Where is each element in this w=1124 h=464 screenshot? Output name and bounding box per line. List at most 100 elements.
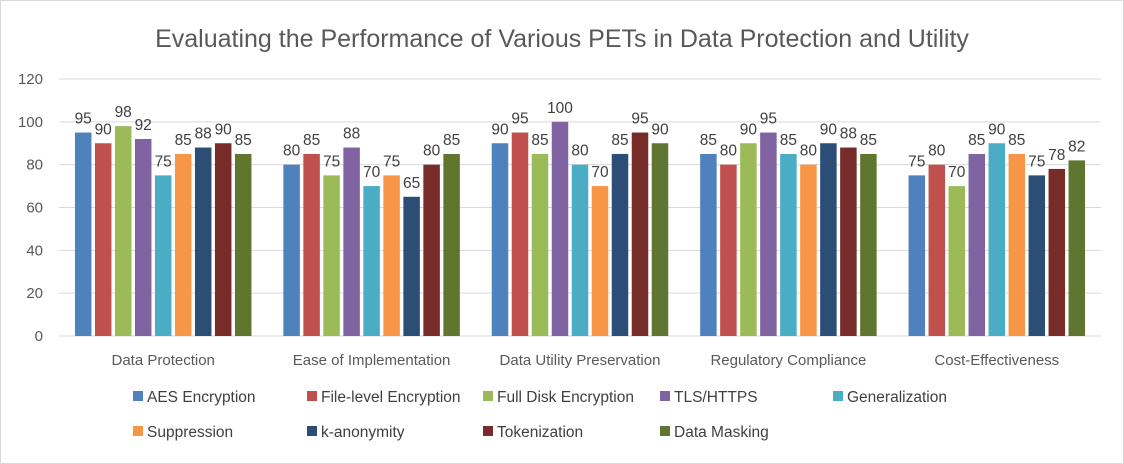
bar <box>948 186 966 336</box>
data-label: 85 <box>1008 132 1025 149</box>
chart-title: Evaluating the Performance of Various PE… <box>155 25 969 53</box>
bar <box>363 186 380 336</box>
data-label: 98 <box>115 104 132 121</box>
legend-swatch <box>660 426 670 436</box>
data-label: 85 <box>700 132 717 149</box>
bar <box>968 153 986 336</box>
data-label: 80 <box>423 143 441 160</box>
bar <box>860 153 877 336</box>
legend-label: Full Disk Encryption <box>497 389 634 406</box>
category-label: Regulatory Compliance <box>710 352 866 369</box>
data-label: 75 <box>155 153 172 170</box>
legend-label: File-level Encryption <box>321 389 461 406</box>
bar <box>94 143 112 336</box>
bar <box>303 153 320 336</box>
bar <box>720 164 737 336</box>
legend-label: k-anonymity <box>321 424 405 441</box>
data-label: 70 <box>948 164 966 181</box>
data-label: 70 <box>591 164 609 181</box>
legend-swatch <box>307 426 317 436</box>
bar <box>214 143 232 336</box>
data-label: 82 <box>1068 138 1085 155</box>
bar <box>611 153 629 336</box>
bar <box>571 164 589 336</box>
legend-label: Tokenization <box>497 424 583 441</box>
bar <box>154 175 172 336</box>
data-label: 85 <box>175 132 192 149</box>
bar <box>820 143 837 336</box>
data-label: 90 <box>988 121 1006 138</box>
bar <box>800 164 817 336</box>
bar <box>1008 153 1026 336</box>
bar <box>511 132 529 336</box>
data-label: 85 <box>235 132 252 149</box>
legend-label: Data Masking <box>674 424 769 441</box>
y-tick-label: 40 <box>26 242 43 259</box>
bar <box>591 186 609 336</box>
data-label: 75 <box>908 153 925 170</box>
legend-swatch <box>133 426 143 436</box>
data-label: 85 <box>303 132 320 149</box>
legend-swatch <box>307 391 317 401</box>
data-label: 75 <box>323 153 340 170</box>
category-label: Data Utility Preservation <box>500 352 661 369</box>
data-label: 80 <box>928 143 946 160</box>
y-tick-label: 0 <box>35 328 43 345</box>
legend-swatch <box>133 391 143 401</box>
bars <box>74 121 1086 336</box>
x-axis-category-labels: Data Protection Ease of Implementation Dat… <box>112 352 1060 369</box>
legend-swatch <box>660 391 670 401</box>
data-label: 80 <box>720 143 738 160</box>
legend-label: TLS/HTTPS <box>674 389 758 406</box>
category-label: Cost-Effectiveness <box>934 352 1059 369</box>
bar <box>491 143 509 336</box>
data-label: 90 <box>95 121 113 138</box>
data-label: 90 <box>215 121 233 138</box>
data-label: 75 <box>383 153 400 170</box>
bar <box>134 138 152 336</box>
data-label: 95 <box>760 111 777 128</box>
data-label: 90 <box>820 121 838 138</box>
data-label: 90 <box>491 121 509 138</box>
y-tick-label: 120 <box>18 71 43 88</box>
bar <box>740 143 757 336</box>
category-label: Ease of Implementation <box>293 352 451 369</box>
bar <box>174 153 192 336</box>
bar <box>383 175 400 336</box>
data-label: 65 <box>403 175 420 192</box>
data-label: 95 <box>75 111 92 128</box>
data-label: 100 <box>547 100 573 117</box>
bar <box>234 153 252 336</box>
data-label: 85 <box>860 132 877 149</box>
bar <box>1028 175 1046 336</box>
bar <box>531 153 549 336</box>
y-tick-label: 100 <box>18 114 43 131</box>
data-label: 85 <box>968 132 985 149</box>
data-label: 75 <box>1028 153 1045 170</box>
bar <box>323 175 340 336</box>
legend-swatch <box>483 391 493 401</box>
bar <box>551 121 569 336</box>
bar <box>423 164 440 336</box>
data-label: 88 <box>343 126 360 143</box>
bar <box>443 153 460 336</box>
category-label: Data Protection <box>112 352 215 369</box>
bar <box>988 143 1006 336</box>
bar <box>631 132 649 336</box>
legend-swatch <box>833 391 843 401</box>
data-label: 95 <box>631 111 648 128</box>
y-tick-label: 80 <box>26 157 43 174</box>
bar <box>403 196 420 336</box>
legend-swatch <box>483 426 493 436</box>
bar <box>1048 168 1066 336</box>
legend-label: Suppression <box>147 424 233 441</box>
legend-label: Generalization <box>847 389 947 406</box>
y-tick-label: 20 <box>26 285 43 302</box>
legend-label: AES Encryption <box>147 389 256 406</box>
bar <box>760 132 777 336</box>
data-label: 70 <box>363 164 381 181</box>
y-axis-tick-labels: 0 20 40 60 80 100 120 <box>18 71 43 345</box>
